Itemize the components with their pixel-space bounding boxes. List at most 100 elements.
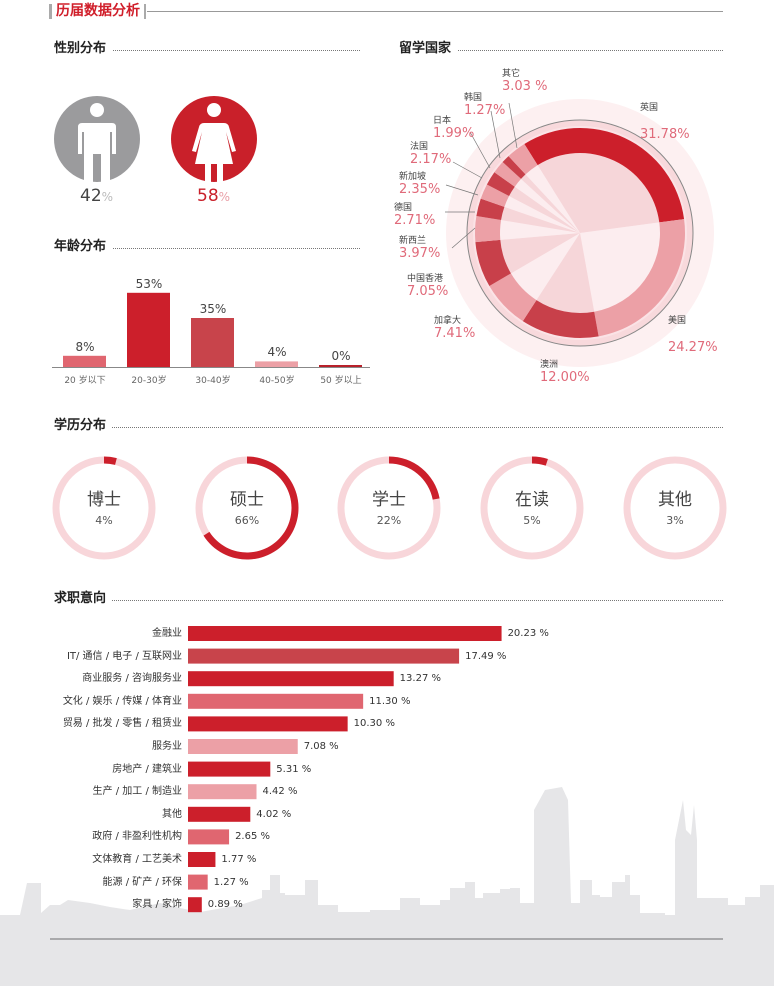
pie-ring-slice — [594, 219, 685, 337]
age-bar — [319, 365, 362, 367]
age-category-label: 20-30岁 — [131, 376, 167, 386]
country-pie-chart — [445, 99, 714, 367]
pie-ring-slice — [524, 127, 685, 223]
section-title-country: 留学国家 — [399, 41, 458, 57]
country-label: 德国 2.71% — [394, 203, 435, 228]
country-name-label: 英国 — [640, 103, 659, 113]
country-label: 韩国 1.27% — [464, 93, 505, 118]
job-bar — [188, 626, 502, 641]
country-name-label: 其它 — [502, 69, 521, 79]
education-category-label: 硕士 — [230, 490, 264, 510]
country-label: 美国 24.27% — [668, 316, 718, 355]
job-percent-label: 11.30 % — [369, 695, 411, 707]
education-rings — [52, 456, 727, 560]
page-title: 历届数据分析 — [56, 3, 140, 19]
country-name-label: 韩国 — [464, 93, 483, 103]
education-category-label: 其他 — [658, 490, 692, 510]
job-percent-label: 13.27 % — [399, 673, 441, 685]
divider — [110, 600, 723, 601]
job-bar — [188, 648, 460, 664]
education-percent-label: 66% — [234, 514, 260, 527]
country-percent-label: 1.99% — [433, 126, 475, 141]
pie-ring-slice — [522, 300, 599, 339]
leader-line — [452, 161, 483, 179]
pie-ring-slice — [480, 184, 510, 207]
male-person-icon — [54, 96, 140, 182]
country-label: 日本 1.99% — [433, 116, 474, 141]
education-percent-label: 3% — [666, 514, 684, 527]
age-bar-value: 35% — [199, 302, 227, 316]
job-category-label: 能源 / 矿产 / 环保 — [102, 876, 182, 888]
age-bar-value: 0% — [331, 349, 351, 363]
country-name-label: 日本 — [433, 116, 452, 126]
job-percent-label: 1.27 % — [213, 876, 249, 888]
country-percent-label: 7.41% — [434, 326, 476, 341]
age-chart — [52, 292, 370, 368]
job-category-label: IT/ 通信 / 电子 / 互联网业 — [66, 650, 182, 662]
pie-ring-slice — [475, 239, 511, 287]
age-bar — [255, 361, 298, 367]
country-percent-label: 7.05% — [407, 284, 449, 299]
job-bar — [188, 671, 394, 687]
job-bar — [188, 693, 364, 709]
job-bar — [188, 829, 230, 845]
pie-inner-slice — [537, 153, 660, 233]
country-percent-label: 1.27% — [464, 103, 506, 118]
education-ring-progress — [532, 456, 548, 466]
job-bar — [188, 784, 257, 800]
job-bar — [188, 852, 216, 867]
country-percent-label: 24.27% — [668, 340, 718, 355]
country-name-label: 澳洲 — [540, 360, 559, 370]
job-category-label: 金融业 — [152, 628, 182, 639]
country-name-label: 新西兰 — [399, 236, 427, 246]
pie-ring-slice — [502, 156, 526, 179]
country-percent-label: 3.97% — [399, 246, 441, 261]
age-category-label: 30-40岁 — [195, 376, 231, 386]
country-label: 中国香港 7.05% — [407, 274, 448, 299]
country-percent-label: 3.03 % — [502, 79, 548, 94]
divider — [110, 50, 360, 51]
job-category-label: 政府 / 非盈利性机构 — [92, 831, 182, 843]
country-name-label: 德国 — [394, 203, 413, 213]
job-category-label: 贸易 / 批发 / 零售 / 租赁业 — [62, 718, 182, 730]
pie-inner-slice — [536, 233, 595, 313]
job-category-label: 其他 — [162, 808, 182, 820]
pie-inner-slice — [501, 206, 580, 233]
pie-inner-slice — [580, 222, 660, 312]
age-category-label: 40-50岁 — [259, 376, 295, 386]
country-name-label: 新加坡 — [399, 172, 427, 182]
education-percent-label: 4% — [95, 514, 113, 527]
section-title-education: 学历分布 — [54, 418, 113, 434]
job-category-label: 家具 / 家饰 — [132, 899, 182, 911]
job-category-label: 生产 / 加工 / 制造业 — [92, 786, 182, 798]
pie-inner-slice — [500, 220, 580, 240]
header-bar-left — [49, 4, 52, 19]
pie-inner-slice — [510, 233, 580, 301]
section-title-gender: 性别分布 — [54, 41, 113, 57]
country-percent-label: 2.35% — [399, 182, 441, 197]
education-category-label: 博士 — [87, 490, 121, 510]
divider — [110, 427, 723, 428]
country-percent-label: 2.17% — [410, 152, 452, 167]
country-percent-label: 31.78% — [640, 127, 690, 142]
pie-ring-slice — [508, 143, 538, 175]
job-category-label: 商业服务 / 咨询服务业 — [82, 673, 182, 685]
age-category-label: 50 岁以上 — [320, 376, 362, 386]
pie-inner-slice — [504, 196, 580, 233]
pie-inner-slice — [521, 174, 580, 233]
country-name-label: 法国 — [410, 142, 429, 152]
leader-line — [508, 102, 518, 149]
header-rule — [147, 11, 723, 12]
country-label: 澳洲 12.00% — [540, 360, 590, 385]
leader-line — [445, 184, 479, 196]
job-percent-label: 20.23 % — [507, 628, 549, 639]
pie-inner-slice — [525, 165, 580, 233]
education-category-label: 学士 — [372, 490, 406, 510]
divider — [110, 248, 360, 249]
job-bar — [188, 897, 202, 913]
header-bar-right — [144, 4, 146, 19]
pie-ring-slice — [489, 273, 537, 322]
education-ring-progress — [104, 456, 117, 465]
job-bar-chart — [188, 626, 502, 913]
